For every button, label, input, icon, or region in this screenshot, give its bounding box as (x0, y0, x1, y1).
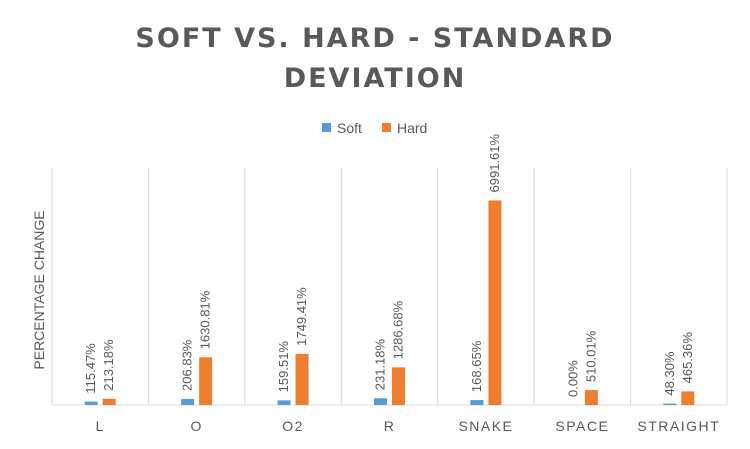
bar-hard (102, 398, 116, 405)
bar-hard (681, 391, 695, 405)
bar-hard (199, 357, 213, 405)
x-tick-label: STRAIGHT (637, 418, 720, 434)
data-label-hard: 465.36% (680, 332, 695, 384)
bar-soft (181, 398, 195, 405)
x-tick-label: SPACE (555, 418, 609, 434)
data-label-hard: 1749.41% (294, 287, 309, 346)
bar-hard (392, 367, 405, 405)
data-label-soft: 206.83% (180, 339, 195, 391)
legend: Soft Hard (322, 120, 427, 136)
chart-title-line-2: DEVIATION (284, 63, 467, 94)
x-tick-label: R (384, 418, 396, 434)
x-tick-label: SNAKE (458, 418, 513, 434)
bar-hard (295, 353, 309, 405)
bar-soft (84, 401, 98, 405)
legend-label-hard: Hard (397, 120, 427, 136)
bar-soft (374, 398, 387, 405)
data-label-soft: 0.00% (565, 360, 580, 397)
legend-swatch-soft (322, 123, 331, 132)
x-tick-label: O2 (282, 418, 304, 434)
data-label-hard: 6991.61% (487, 134, 502, 193)
bar-soft (663, 403, 677, 405)
x-tick-label: O (190, 418, 202, 434)
plot-area: 115.47% 213.18% L 206.83%1630.81% O 159.51%17… (51, 134, 728, 434)
data-label-soft: 168.65% (469, 340, 484, 392)
data-label-soft: 48.30% (662, 351, 677, 396)
legend-label-soft: Soft (337, 120, 362, 136)
bar-soft (470, 400, 484, 405)
chart-title-line-1: SOFT VS. HARD - STANDARD (135, 23, 614, 54)
x-tick-label: L (96, 418, 105, 434)
data-label-hard: 1630.81% (198, 290, 213, 349)
data-label-soft: 115.47% (83, 343, 98, 394)
bar-hard (488, 200, 502, 405)
data-label-hard: 213.18% (101, 339, 116, 391)
legend-swatch-hard (382, 123, 391, 132)
data-label-hard: 1286.68% (391, 300, 406, 359)
bar-soft (277, 400, 291, 405)
data-label-hard: 510.01% (583, 330, 598, 382)
data-label-soft: 231.18% (373, 338, 388, 390)
y-axis-label: PERCENTAGE CHANGE (31, 210, 47, 369)
bar-hard (584, 390, 598, 405)
data-label-soft: 159.51% (276, 341, 291, 393)
